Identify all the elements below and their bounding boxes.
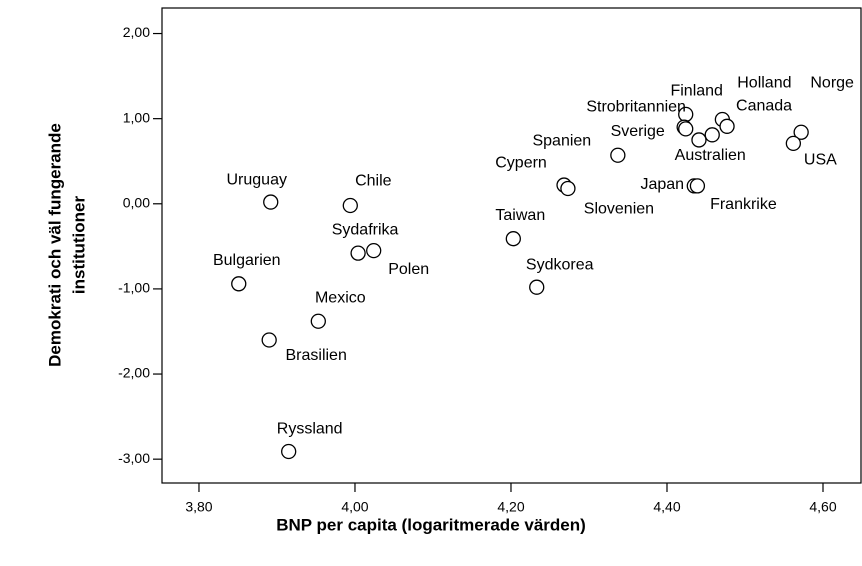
y-tick-label: 2,00 [123,24,150,40]
point-label: Bulgarien [213,252,281,269]
point [610,147,626,163]
point [678,121,694,137]
point-label: Sydkorea [526,256,594,273]
point-label: Spanien [532,132,591,149]
point-label: Ryssland [277,421,343,438]
point-label: Strobritannien [586,98,686,115]
y-tick-label: -3,00 [118,450,150,466]
point-label: Frankrike [710,196,777,213]
x-tick-label: 4,20 [497,499,524,515]
point-label: Japan [640,176,684,193]
point-label: Slovenien [584,201,654,218]
point-label: USA [804,152,837,169]
point [704,127,720,143]
y-tick-label: 1,00 [123,109,150,125]
point [231,276,247,292]
y-axis-label: institutioner [69,196,88,295]
point-label: Canada [736,98,792,115]
point-label: Sydafrika [332,221,399,238]
x-tick-label: 3,80 [185,499,212,515]
point-label: Polen [388,261,429,278]
point-label: Norge [810,75,854,92]
point [350,245,366,261]
x-tick-label: 4,00 [341,499,368,515]
point-label: Cypern [495,154,547,171]
point [793,124,809,140]
point-label: Finland [670,83,722,100]
point [689,178,706,194]
point [310,313,326,329]
point [281,443,297,460]
point [529,279,545,295]
point [719,118,735,134]
point [505,231,521,247]
point-label: Australien [675,147,746,164]
point-label: Taiwan [495,207,545,224]
x-axis-label: BNP per capita (logaritmerade värden) [276,515,586,534]
point [560,180,576,197]
y-tick-label: -2,00 [118,365,150,381]
x-tick-label: 4,60 [809,499,836,515]
point [263,194,279,210]
point-label: Chile [355,173,392,190]
x-tick-label: 4,40 [653,499,680,515]
point-label: Holland [737,75,791,92]
point-label: Mexico [315,289,366,306]
point [366,242,382,259]
point [691,132,707,148]
point [342,197,358,214]
y-axis-label: Demokrati och väl fungerande [45,123,64,367]
point-label: Sverige [611,123,665,140]
point-label: Brasilien [285,347,346,364]
y-tick-label: -1,00 [118,280,150,296]
point [785,135,802,151]
point [261,332,277,348]
y-tick-label: 0,00 [123,194,150,210]
point-label: Uruguay [226,171,286,188]
